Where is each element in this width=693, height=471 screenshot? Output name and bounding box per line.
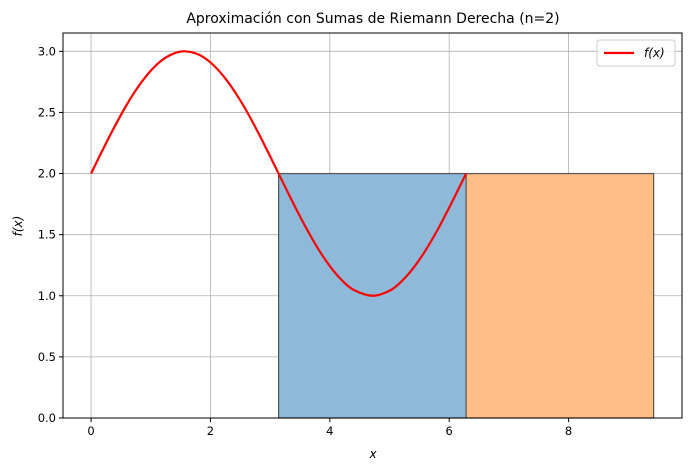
legend-label: f(x) [644, 46, 665, 60]
y-tick-label: 1.0 [38, 289, 56, 303]
riemann-rectangle [465, 172, 655, 419]
x-tick-label: 2 [207, 424, 214, 438]
x-tick-label: 4 [326, 424, 333, 438]
riemann-rectangles [277, 172, 655, 419]
x-tick-label: 6 [446, 424, 453, 438]
x-axis-label: x [368, 447, 377, 461]
y-tick-label: 0.5 [38, 350, 56, 364]
x-ticks: 0 2 4 6 8 [87, 418, 572, 438]
legend-box [596, 39, 676, 67]
y-ticks: 0.0 0.5 1.0 1.5 2.0 2.5 3.0 [38, 44, 63, 425]
y-tick-label: 2.0 [38, 167, 56, 181]
legend: f(x) [596, 39, 676, 67]
series-lines [90, 50, 468, 297]
chart-title: Aproximación con Sumas de Riemann Derech… [186, 11, 559, 27]
y-tick-label: 0.0 [38, 411, 56, 425]
x-tick-label: 0 [87, 424, 94, 438]
y-axis-label: f(x) [11, 216, 25, 237]
y-tick-label: 3.0 [38, 44, 56, 58]
plot-frame [62, 32, 683, 419]
series-line-fx [90, 50, 468, 297]
y-tick-label: 1.5 [38, 228, 56, 242]
y-tick-label: 2.5 [38, 105, 56, 119]
x-tick-label: 8 [565, 424, 572, 438]
